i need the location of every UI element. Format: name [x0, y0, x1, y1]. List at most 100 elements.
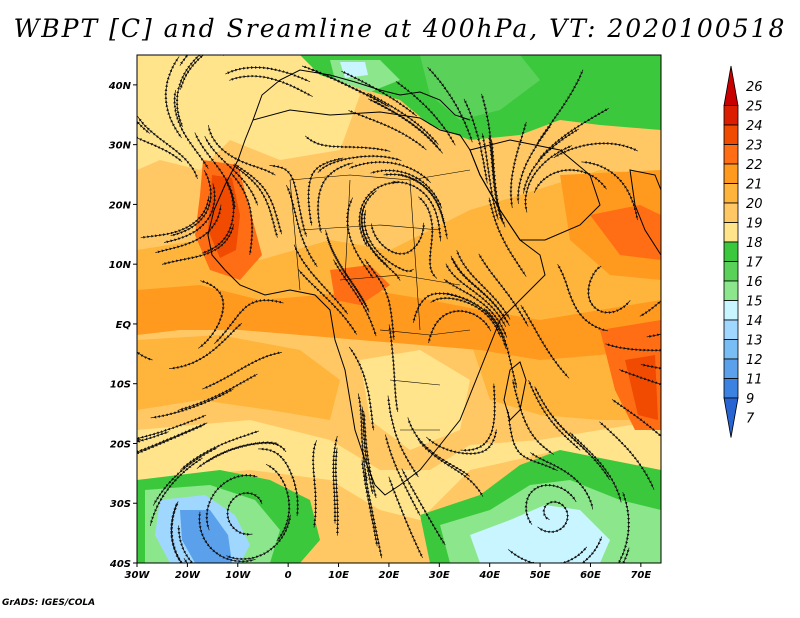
longitude-axis: 30W 20W 10W 0 10E 20E 30E 40E 50E 60E 70E [125, 563, 651, 581]
colorbar-label: 23 [746, 139, 763, 154]
colorbar-swatch [723, 222, 739, 243]
colorbar-swatch [723, 261, 739, 282]
lon-tick-label: 70E [630, 570, 651, 581]
wbpt-23-arabian [590, 205, 661, 260]
colorbar-swatch [723, 280, 739, 301]
latitude-axis: 40N 30N 20N 10N EQ 10S 20S 30S 40S [108, 81, 137, 570]
streamline [333, 259, 377, 337]
lat-tick-label: 20N [109, 200, 132, 211]
colorbar-label: 14 [746, 314, 763, 329]
lat-tick-label: EQ [116, 320, 132, 331]
lon-tick-label: 50E [530, 570, 551, 581]
streamline [639, 255, 661, 317]
lon-tick-label: 10E [328, 570, 349, 581]
lon-tick-label: 30E [429, 570, 450, 581]
india-coastline [629, 169, 661, 256]
streamline [175, 55, 205, 128]
colorbar-label: 24 [746, 119, 763, 134]
streamline [605, 343, 661, 352]
coastlines [207, 69, 661, 496]
streamline [223, 55, 310, 56]
europe-coastline [252, 69, 471, 121]
colorbar-label: 20 [746, 197, 763, 212]
streamlines [137, 55, 661, 563]
lon-tick-label: 10W [225, 570, 251, 581]
colorbar-label: 16 [746, 275, 763, 290]
lat-tick-label: 30S [110, 499, 131, 510]
colorbar-swatch [723, 339, 739, 360]
colorbar-label: 15 [746, 295, 763, 310]
colorbar-label: 13 [746, 334, 763, 349]
streamline [331, 435, 338, 524]
streamline [388, 324, 399, 413]
streamline [311, 440, 318, 528]
streamline [197, 511, 256, 563]
streamline [581, 161, 639, 221]
lon-tick-label: 60E [580, 570, 601, 581]
lat-tick-label: 10S [110, 380, 131, 391]
colorbar-label: 7 [746, 412, 755, 427]
country-borders [289, 169, 471, 431]
lon-tick-label: 20E [379, 570, 400, 581]
streamline [456, 250, 511, 320]
colorbar-label: 26 [746, 80, 763, 95]
colorbar-swatch [723, 300, 739, 321]
streamline [170, 502, 198, 563]
colorbar-label: 18 [746, 236, 763, 251]
streamline [640, 363, 661, 384]
streamline [137, 291, 153, 361]
colorbar-label: 9 [746, 392, 754, 407]
streamline [304, 135, 391, 152]
streamline [511, 379, 554, 455]
colorbar-label: 12 [746, 353, 763, 368]
streamline [201, 180, 235, 254]
lon-tick-label: 0 [285, 570, 292, 581]
streamline [137, 414, 207, 443]
streamline [401, 468, 446, 546]
streamline [361, 406, 374, 494]
chart-title: WBPT [C] and Sreamline at 400hPa, VT: 20… [13, 14, 787, 43]
streamline [536, 69, 584, 145]
streamline [569, 432, 622, 503]
lat-tick-label: 20S [110, 439, 131, 450]
colorbar-label: 19 [746, 217, 763, 232]
colorbar-swatch [723, 202, 739, 223]
streamline [407, 417, 471, 477]
streamline [180, 430, 260, 470]
streamline [599, 421, 655, 490]
streamline [524, 483, 577, 525]
streamline [520, 304, 570, 379]
colorbar-label: 25 [746, 100, 763, 115]
lon-tick-label: 30W [125, 570, 151, 581]
lat-tick-label: 30N [109, 141, 132, 152]
plot-frame [136, 54, 662, 564]
madagascar-coastline [503, 361, 527, 421]
colorbar-swatch [723, 124, 739, 145]
lon-tick-label: 40E [478, 570, 500, 581]
colorbar-label: 11 [746, 373, 763, 388]
colorbar-swatch [723, 241, 739, 262]
streamline [368, 98, 440, 150]
colorbar-swatch [723, 378, 739, 399]
colorbar-swatch [723, 397, 739, 438]
colorbar-swatch [723, 65, 739, 106]
streamline [490, 140, 506, 228]
colorbar-label: 17 [746, 256, 763, 271]
streamline [418, 196, 438, 279]
lat-tick-label: 10N [109, 260, 132, 271]
colorbar-swatch [723, 163, 739, 184]
colorbar-swatch [723, 319, 739, 340]
africa-coastline [207, 109, 546, 496]
streamline [360, 206, 401, 281]
colorbar-swatch [723, 105, 739, 126]
colorbar-label: 22 [746, 158, 763, 173]
colorbar: 26 25 24 23 22 21 20 19 18 17 16 15 14 13 12 11 9 7 [723, 65, 763, 438]
lat-tick-label: 40S [109, 559, 131, 570]
arabia-coastline [469, 139, 601, 241]
streamline [234, 163, 283, 235]
lon-tick-label: 20W [175, 570, 201, 581]
streamline [137, 115, 183, 163]
grads-credit: GrADS: IGES/COLA [2, 598, 96, 608]
lat-tick-label: 40N [108, 81, 132, 92]
